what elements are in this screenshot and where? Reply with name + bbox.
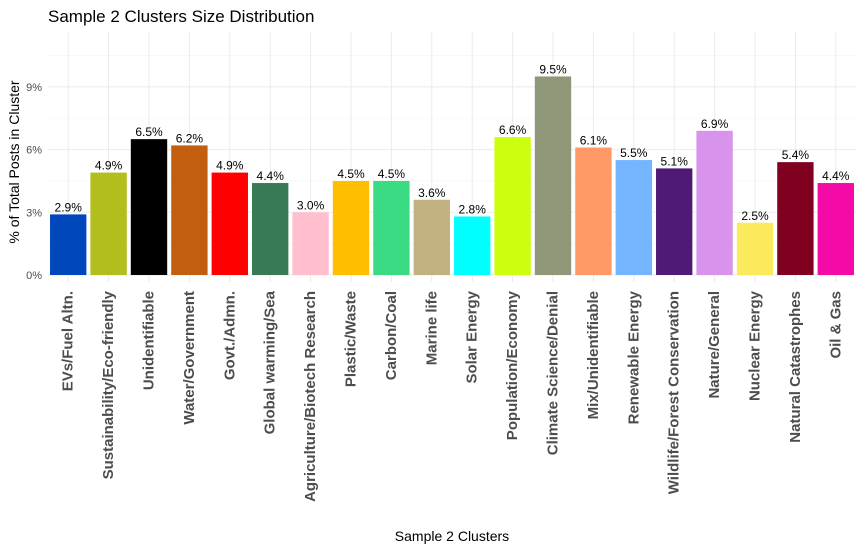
data-label: 5.5% xyxy=(620,146,648,160)
data-label: 4.9% xyxy=(95,159,123,173)
x-tick-label: Climate Science/Denial xyxy=(545,291,562,455)
bar xyxy=(777,162,814,275)
bar xyxy=(534,76,572,275)
bar xyxy=(292,212,329,275)
x-tick-label: Solar Energy xyxy=(464,290,481,383)
x-tick-label: Plastic/Waste xyxy=(343,291,360,387)
data-label: 4.4% xyxy=(822,169,850,183)
data-label: 4.5% xyxy=(337,167,365,181)
x-tick-label: Natural Catastrophes xyxy=(787,291,804,443)
bar xyxy=(90,172,127,275)
bar xyxy=(252,183,289,275)
x-tick-label: Mix/Unidentifiable xyxy=(585,291,602,419)
data-label: 5.1% xyxy=(661,154,689,168)
bar xyxy=(171,145,208,275)
y-axis-title: % of Total Posts in Cluster xyxy=(6,80,22,243)
bar xyxy=(494,137,531,275)
bar xyxy=(332,180,370,275)
y-tick-label: 3% xyxy=(26,207,42,219)
x-tick-label: Renewable Energy xyxy=(625,290,642,424)
data-label: 6.1% xyxy=(580,134,608,148)
bar xyxy=(413,199,450,275)
data-label: 6.6% xyxy=(499,123,527,137)
bar xyxy=(454,216,491,275)
x-axis-ticks: EVs/Fuel Altn. Sustainability/Eco-friendl… xyxy=(60,290,845,502)
bar xyxy=(615,160,652,275)
data-label: 6.2% xyxy=(176,131,204,145)
bar xyxy=(575,147,612,275)
data-label: 9.5% xyxy=(539,62,567,76)
data-label: 2.8% xyxy=(459,202,487,216)
x-tick-label: Nuclear Energy xyxy=(747,290,764,401)
data-label: 4.4% xyxy=(257,169,285,183)
x-tick-label: EVs/Fuel Altn. xyxy=(60,291,77,391)
x-tick-label: Wildlife/Forest Conservation xyxy=(666,291,683,494)
chart-title: Sample 2 Clusters Size Distribution xyxy=(48,7,314,26)
bar xyxy=(211,172,248,275)
y-tick-label: 0% xyxy=(26,270,42,282)
x-tick-label: Sustainability/Eco-friendly xyxy=(100,290,117,479)
data-label: 3.0% xyxy=(297,198,325,212)
x-tick-label: Population/Economy xyxy=(504,290,521,440)
x-tick-label: Govt./Admn. xyxy=(221,291,238,380)
data-label: 5.4% xyxy=(782,148,810,162)
x-tick-label: Oil & Gas xyxy=(827,291,844,359)
bar xyxy=(50,214,87,275)
bar xyxy=(696,130,733,275)
data-label: 4.5% xyxy=(378,167,406,181)
data-label: 2.5% xyxy=(741,209,769,223)
y-axis-ticks: 0% 3% 6% 9% xyxy=(26,82,42,282)
y-tick-label: 9% xyxy=(26,82,42,94)
x-tick-label: Global warming/Sea xyxy=(262,290,279,434)
x-tick-label: Carbon/Coal xyxy=(383,291,400,380)
data-label: 6.9% xyxy=(701,117,729,131)
data-labels: 2.9% 4.9% 6.5% 6.2% 4.9% 4.4% 3.0% 4.5% 4.5% 3.6%… xyxy=(55,62,850,222)
x-tick-label: Unidentifiable xyxy=(141,291,158,390)
x-tick-label: Marine life xyxy=(423,291,440,365)
x-tick-label: Agriculture/Biotech Research xyxy=(302,291,319,502)
bars xyxy=(50,76,854,275)
data-label: 6.5% xyxy=(135,125,163,139)
y-tick-label: 6% xyxy=(26,145,42,157)
grid xyxy=(48,32,856,282)
x-axis-title: Sample 2 Clusters xyxy=(395,528,509,544)
bar xyxy=(130,139,168,275)
x-tick-label: Water/Government xyxy=(181,291,198,425)
data-label: 4.9% xyxy=(216,159,244,173)
x-tick-label: Nature/General xyxy=(706,291,723,399)
bar xyxy=(817,183,854,275)
data-label: 2.9% xyxy=(55,200,83,214)
data-label: 3.6% xyxy=(418,186,446,200)
bar xyxy=(373,180,410,275)
bar xyxy=(656,168,693,275)
bar xyxy=(736,222,774,275)
